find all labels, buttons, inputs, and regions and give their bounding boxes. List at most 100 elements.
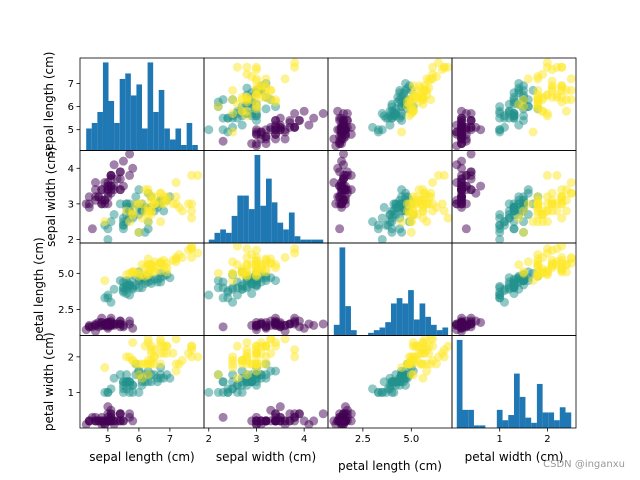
scatter-point-virginica bbox=[242, 345, 252, 355]
scatter-point-virginica bbox=[193, 352, 203, 362]
histogram-bar bbox=[97, 111, 103, 151]
scatter-point-setosa bbox=[476, 125, 486, 135]
scatter-point-versicolor bbox=[509, 109, 519, 118]
scatter-point-virginica bbox=[280, 335, 290, 344]
scatter-point-virginica bbox=[251, 352, 261, 362]
scatter-point-virginica bbox=[251, 341, 261, 351]
scatter-point-versicolor bbox=[143, 224, 153, 234]
histogram-bar bbox=[436, 330, 443, 336]
scatter-point-virginica bbox=[542, 58, 552, 68]
scatter-point-setosa bbox=[290, 109, 300, 118]
scatter-point-virginica bbox=[232, 62, 242, 72]
scatter-point-setosa bbox=[87, 224, 97, 234]
x-tick-label: 4 bbox=[301, 434, 307, 445]
scatter-point-setosa bbox=[476, 317, 486, 327]
histogram-bar bbox=[153, 111, 159, 151]
scatter-point-virginica bbox=[228, 95, 238, 105]
histogram-bar bbox=[425, 316, 431, 336]
scatter-point-virginica bbox=[156, 341, 166, 351]
y-tick-label: 5.0 bbox=[58, 269, 74, 280]
scatter-point-virginica bbox=[171, 199, 181, 209]
scatter-point-setosa bbox=[461, 224, 471, 234]
scatter-point-setosa bbox=[466, 313, 476, 323]
scatter-point-virginica bbox=[171, 192, 181, 202]
scatter-point-virginica bbox=[428, 62, 438, 72]
scatter-point-versicolor bbox=[109, 210, 119, 220]
scatter-point-versicolor bbox=[204, 387, 214, 397]
scatter-point-virginica bbox=[428, 335, 438, 344]
scatter-point-virginica bbox=[428, 69, 438, 79]
histogram-bar bbox=[266, 178, 272, 243]
scatter-point-setosa bbox=[346, 409, 356, 419]
scatter-point-virginica bbox=[542, 170, 552, 180]
scatter-point-virginica bbox=[408, 359, 418, 369]
histogram-bar bbox=[479, 425, 486, 428]
panel-0-0 bbox=[86, 62, 198, 151]
scatter-point-virginica bbox=[125, 217, 135, 227]
scatter-point-virginica bbox=[187, 352, 197, 362]
scatter-point-setosa bbox=[461, 199, 471, 209]
histogram-bar bbox=[413, 319, 420, 336]
histogram-bar bbox=[214, 232, 221, 243]
scatter-point-virginica bbox=[424, 341, 434, 351]
histogram-bar bbox=[86, 128, 92, 151]
histogram-bar bbox=[502, 420, 509, 428]
scatter-point-virginica bbox=[156, 217, 166, 227]
panel-3-3 bbox=[456, 339, 572, 428]
scatter-point-versicolor bbox=[499, 217, 509, 227]
scatter-point-setosa bbox=[466, 115, 476, 125]
scatter-point-versicolor bbox=[140, 278, 150, 288]
scatter-point-virginica bbox=[266, 85, 276, 95]
scatter-point-setosa bbox=[266, 320, 276, 330]
scatter-point-versicolor bbox=[237, 120, 247, 130]
scatter-point-virginica bbox=[131, 359, 141, 369]
histogram-bar bbox=[208, 239, 215, 243]
panel-1-1 bbox=[208, 154, 324, 243]
scatter-point-setosa bbox=[251, 320, 261, 330]
scatter-point-setosa bbox=[261, 134, 271, 144]
scatter-point-versicolor bbox=[261, 104, 271, 114]
scatter-point-virginica bbox=[410, 352, 420, 362]
scatter-point-virginica bbox=[131, 267, 141, 277]
histogram-bar bbox=[373, 330, 380, 336]
scatter-point-virginica bbox=[542, 248, 552, 258]
scatter-point-virginica bbox=[168, 348, 178, 358]
histogram-bar bbox=[271, 202, 278, 243]
scatter-point-setosa bbox=[118, 416, 128, 426]
y-tick-label: 3 bbox=[68, 199, 74, 210]
histogram-bar bbox=[333, 324, 340, 336]
scatter-point-setosa bbox=[218, 412, 228, 422]
scatter-point-virginica bbox=[561, 206, 571, 216]
scatter-point-virginica bbox=[237, 106, 247, 116]
x-tick-label: 6 bbox=[136, 434, 142, 445]
scatter-point-setosa bbox=[112, 174, 122, 184]
scatter-point-setosa bbox=[97, 199, 107, 209]
histogram-bar bbox=[306, 239, 312, 243]
scatter-point-setosa bbox=[275, 412, 285, 422]
scatter-point-versicolor bbox=[218, 387, 228, 397]
scatter-point-setosa bbox=[91, 185, 100, 195]
scatter-point-versicolor bbox=[519, 85, 529, 95]
scatter-point-virginica bbox=[100, 276, 110, 286]
scatter-point-virginica bbox=[251, 366, 261, 376]
scatter-point-setosa bbox=[103, 188, 113, 198]
scatter-point-virginica bbox=[557, 243, 567, 251]
scatter-point-setosa bbox=[251, 129, 261, 139]
scatter-point-virginica bbox=[242, 95, 252, 105]
histogram-bar bbox=[283, 229, 289, 243]
scatter-point-virginica bbox=[137, 373, 147, 383]
scatter-point-versicolor bbox=[509, 224, 519, 234]
scatter-point-virginica bbox=[523, 74, 533, 84]
scatter-point-virginica bbox=[242, 338, 252, 348]
scatter-point-setosa bbox=[91, 192, 100, 202]
x-tick-label: 2 bbox=[206, 434, 212, 445]
y-tick-label: 6 bbox=[68, 102, 74, 113]
scatter-point-setosa bbox=[112, 319, 122, 329]
scatter-point-virginica bbox=[232, 260, 242, 270]
histogram-bar bbox=[248, 209, 255, 243]
watermark: CSDN @inganxu bbox=[543, 459, 625, 470]
panel-2-0 bbox=[81, 243, 203, 336]
scatter-point-versicolor bbox=[134, 185, 144, 195]
scatter-point-setosa bbox=[340, 181, 350, 191]
scatter-point-versicolor bbox=[393, 97, 403, 107]
